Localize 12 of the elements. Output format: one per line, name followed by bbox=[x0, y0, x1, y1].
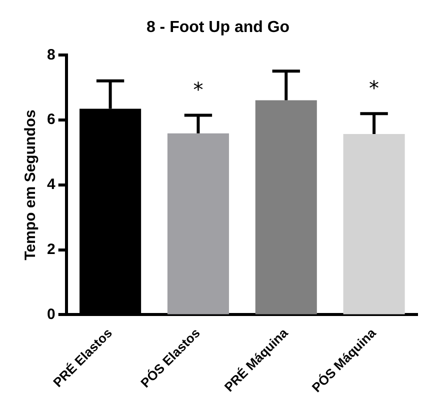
chart-title: 8 - Foot Up and Go bbox=[146, 19, 290, 36]
y-tick-label: 8 bbox=[47, 46, 56, 64]
annotation: * bbox=[369, 76, 380, 100]
y-tick-label: 0 bbox=[47, 306, 56, 323]
annotation: * bbox=[193, 77, 204, 102]
y-tick-label: 6 bbox=[47, 111, 56, 128]
bar bbox=[167, 133, 229, 314]
y-tick-label: 4 bbox=[47, 176, 56, 194]
y-tick-label: 2 bbox=[47, 240, 56, 258]
bar bbox=[255, 100, 317, 314]
y-axis-title: Tempo em Segundos bbox=[22, 110, 40, 260]
bar bbox=[343, 134, 405, 314]
